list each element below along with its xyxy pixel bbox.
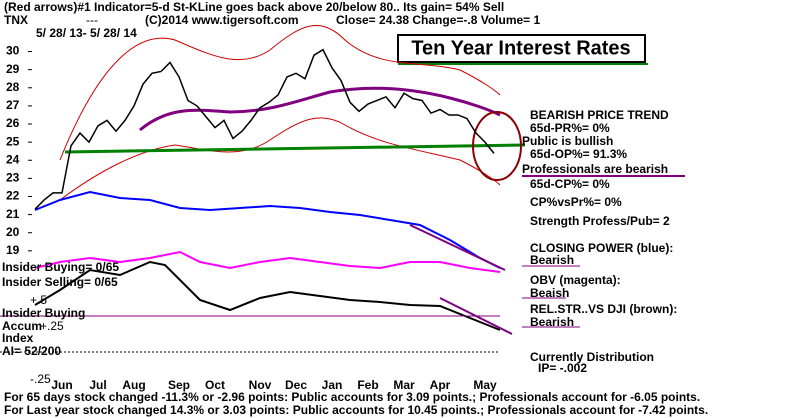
panel-text: CP%vsPr%= 0%	[530, 195, 622, 209]
x-tick-label: Mar	[393, 378, 415, 392]
trend-line	[409, 224, 506, 271]
panel-text: Public is bullish	[522, 134, 613, 148]
support-line	[64, 143, 526, 154]
x-tick-label: Aug	[122, 378, 145, 392]
panel-text: IP= -.002	[538, 361, 587, 375]
copyright: (C)2014 www.tigersoft.com	[145, 13, 299, 27]
insider-text: AI= 52/200	[2, 344, 61, 358]
ai-tick: +.5	[30, 293, 47, 307]
obv	[34, 250, 501, 273]
price-line	[34, 48, 495, 210]
x-tick-label: Sep	[168, 378, 190, 392]
ai-tick: +.25	[40, 319, 64, 333]
y-tick-label: 28	[6, 80, 20, 94]
insider-text: Accum	[2, 319, 42, 333]
symbol: TNX	[4, 13, 28, 27]
header: (Red arrows)#1 Indicator=5-d St-KLine go…	[4, 0, 504, 14]
date-range: 5/ 28/ 13- 5/ 28/ 14	[36, 26, 137, 40]
insider-text: Insider Buying	[2, 306, 85, 320]
panel-text: OBV (magenta):	[530, 273, 621, 287]
panel-text: REL.STR..VS DJI (brown):	[530, 302, 677, 316]
insider-text: Insider Buying= 0/65	[2, 260, 119, 274]
footer-text: For Last year stock changed 14.3% or 3.0…	[4, 403, 708, 417]
x-tick-label: Jan	[322, 378, 343, 392]
x-tick-label: Apr	[430, 378, 451, 392]
closing-power	[34, 190, 501, 269]
y-tick-label: 25	[6, 134, 20, 148]
panel-text: 65d-PR%= 0%	[530, 121, 610, 135]
relative-strength	[34, 260, 501, 331]
x-tick-label: Feb	[357, 378, 378, 392]
x-tick-label: Dec	[285, 378, 307, 392]
chart-title: Ten Year Interest Rates	[411, 37, 630, 59]
y-tick-label: 24	[6, 152, 20, 166]
x-tick-label: Jul	[89, 378, 106, 392]
y-tick-label: 22	[6, 189, 20, 203]
upper-band	[59, 25, 501, 161]
panel-text: Beaish	[530, 286, 569, 300]
y-tick-label: 23	[6, 171, 20, 185]
x-tick-label: Nov	[249, 378, 272, 392]
panel-text: 65d-OP%= 91.3%	[530, 147, 627, 161]
panel-text: Currently Distribution	[530, 350, 654, 364]
panel-text: Bearish	[530, 315, 574, 329]
trend-line	[439, 297, 513, 335]
y-tick-label: 26	[6, 116, 20, 130]
y-tick-label: 29	[6, 62, 20, 76]
panel-text: Professionals are bearish	[522, 162, 668, 176]
y-tick-label: 21	[6, 207, 20, 221]
quote: Close= 24.38 Change=-.8 Volume= 1	[336, 13, 541, 27]
x-tick-label: Jun	[51, 378, 72, 392]
y-tick-label: 30	[6, 44, 20, 58]
x-tick-label: Oct	[205, 378, 225, 392]
insider-text: Insider Selling= 0/65	[2, 275, 118, 289]
panel-text: Strength Profess/Pub= 2	[530, 214, 670, 228]
title-box	[397, 34, 646, 63]
y-tick-label: 20	[6, 225, 20, 239]
symbol-mark: ---	[86, 13, 98, 27]
y-tick-label: 19	[6, 243, 20, 257]
ai-tick: -.25	[30, 372, 51, 386]
panel-text: BEARISH PRICE TREND	[530, 108, 669, 122]
panel-text: CLOSING POWER (blue):	[530, 241, 673, 255]
highlight-circle	[472, 111, 522, 181]
moving-average	[139, 86, 501, 132]
panel-text: 65d-CP%= 0%	[530, 177, 610, 191]
lower-band	[59, 117, 501, 201]
x-tick-label: May	[473, 378, 497, 392]
y-tick-label: 27	[6, 98, 20, 112]
footer-text: For 65 days stock changed -11.3% or -2.9…	[4, 390, 700, 404]
insider-text: Index	[2, 331, 34, 345]
panel-text: Bearish	[530, 253, 574, 267]
